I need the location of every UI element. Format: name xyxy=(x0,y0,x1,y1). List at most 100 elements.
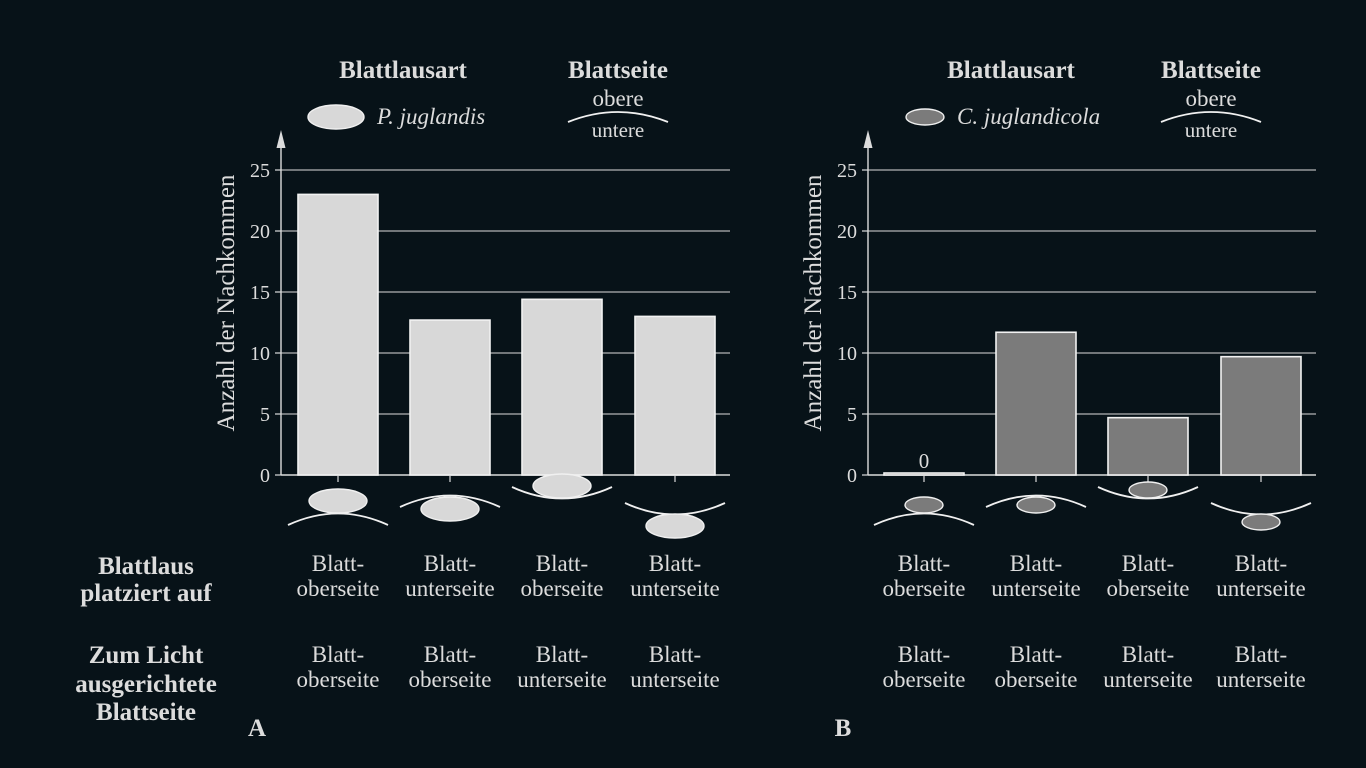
panel-b: 0 5 10 15 20 25 Anzahl der Nachkommen 0 Blattlau… xyxy=(800,57,1316,742)
legend-side-upper: obere xyxy=(1185,86,1236,111)
light-side-label-line-2: unterseite xyxy=(517,667,606,692)
y-tick-label: 15 xyxy=(250,282,270,304)
y-tick-label: 25 xyxy=(250,160,270,182)
placed-on-label-line-1: Blatt- xyxy=(424,551,476,576)
light-side-label-line-1: Blatt- xyxy=(1122,642,1174,667)
leaf-icon xyxy=(624,502,726,539)
placed-on-label-line-1: Blatt- xyxy=(1235,551,1287,576)
light-side-label-line-2: oberseite xyxy=(882,667,965,692)
aphid-icon xyxy=(420,496,480,522)
legend-species-header: Blattlausart xyxy=(339,57,467,84)
aphid-icon xyxy=(308,488,368,514)
leaf-icon xyxy=(1097,481,1199,500)
legend-side-header: Blattseite xyxy=(1161,57,1261,84)
light-side-label-line-1: Blatt- xyxy=(424,642,476,667)
light-side-label-line-1: Blatt- xyxy=(898,642,950,667)
y-tick-label: 20 xyxy=(837,221,857,243)
light-side-label-line-1: Blatt- xyxy=(649,642,701,667)
aphid-icon xyxy=(1241,513,1281,531)
light-side-label-line-2: oberseite xyxy=(408,667,491,692)
light-side-label-line-1: Blatt- xyxy=(1235,642,1287,667)
y-tick-label: 10 xyxy=(250,343,270,365)
legend-species-name: P. juglandis xyxy=(376,104,485,129)
legend-side-upper: obere xyxy=(592,86,643,111)
legend-species-header: Blattlausart xyxy=(947,57,1075,84)
placed-on-label-line-1: Blatt- xyxy=(1122,551,1174,576)
leaf-outline xyxy=(287,512,389,526)
leaf-icon xyxy=(1210,502,1312,531)
placed-on-label-line-2: oberseite xyxy=(296,576,379,601)
y-tick-label: 15 xyxy=(837,282,857,304)
panel-letter: A xyxy=(248,715,266,742)
row-label-placed-on-line-2: platziert auf xyxy=(80,580,212,607)
light-side-label-line-1: Blatt- xyxy=(312,642,364,667)
y-tick-label: 5 xyxy=(260,404,270,426)
placed-on-label-line-1: Blatt- xyxy=(898,551,950,576)
bar xyxy=(297,193,379,476)
bar xyxy=(521,298,603,476)
panel-a: 0 5 10 15 20 25 Anzahl der Nachkommen Blattlaus… xyxy=(213,57,730,742)
placed-on-label-line-2: unterseite xyxy=(630,576,719,601)
legend-species-name: C. juglandicola xyxy=(957,104,1100,129)
y-tick-label: 0 xyxy=(847,465,857,487)
leaf-icon xyxy=(399,494,501,522)
leaf-outline xyxy=(399,494,501,508)
legend-leaf-icon xyxy=(1160,111,1262,123)
light-side-label-line-2: unterseite xyxy=(630,667,719,692)
bar xyxy=(995,331,1077,476)
leaf-outline xyxy=(624,502,726,516)
panel-letter: B xyxy=(835,715,852,742)
legend-leaf-icon xyxy=(567,111,669,123)
placed-on-label-line-1: Blatt- xyxy=(649,551,701,576)
leaf-icon xyxy=(985,494,1087,514)
bar xyxy=(409,319,491,476)
aphid-icon xyxy=(1016,496,1056,514)
light-side-label-line-2: oberseite xyxy=(994,667,1077,692)
placed-on-label-line-2: unterseite xyxy=(405,576,494,601)
placed-on-label-line-2: oberseite xyxy=(1106,576,1189,601)
placed-on-label-line-2: oberseite xyxy=(520,576,603,601)
bar xyxy=(883,472,965,476)
y-axis-arrow-icon xyxy=(863,130,873,148)
placed-on-label-line-1: Blatt- xyxy=(536,551,588,576)
legend-aphid-icon xyxy=(905,108,945,126)
y-tick-label: 5 xyxy=(847,404,857,426)
y-axis-arrow-icon xyxy=(276,130,286,148)
row-label-placed-on: Blattlaus platziert auf xyxy=(80,553,212,607)
leaf-icon xyxy=(873,496,975,526)
placed-on-label-line-1: Blatt- xyxy=(312,551,364,576)
leaf-outline xyxy=(873,512,975,526)
leaf-icon xyxy=(511,473,613,500)
bar xyxy=(1220,355,1302,476)
row-label-placed-on-line-1: Blattlaus xyxy=(98,553,194,580)
light-side-label-line-2: oberseite xyxy=(296,667,379,692)
y-axis-label: Anzahl der Nachkommen xyxy=(213,174,240,431)
light-side-label-line-1: Blatt- xyxy=(1010,642,1062,667)
data-label: 0 xyxy=(919,449,930,473)
y-axis-label: Anzahl der Nachkommen xyxy=(800,174,827,431)
aphid-icon xyxy=(904,496,944,514)
bar xyxy=(634,315,716,476)
leaf-icon xyxy=(287,488,389,526)
placed-on-label-line-2: oberseite xyxy=(882,576,965,601)
light-side-label-line-2: unterseite xyxy=(1216,667,1305,692)
legend-side-header: Blattseite xyxy=(568,57,668,84)
y-tick-label: 20 xyxy=(250,221,270,243)
bar xyxy=(1107,416,1189,476)
leaf-outline xyxy=(1210,502,1312,516)
leaf-outline xyxy=(985,494,1087,508)
aphid-icon xyxy=(1128,481,1168,499)
placed-on-label-line-2: unterseite xyxy=(1216,576,1305,601)
row-label-light-side-line-2: ausgerichtete xyxy=(75,671,217,698)
legend-aphid-icon xyxy=(307,104,365,130)
aphid-icon xyxy=(645,513,705,539)
y-tick-label: 10 xyxy=(837,343,857,365)
row-label-light-side-line-1: Zum Licht xyxy=(89,642,204,669)
light-side-label-line-2: unterseite xyxy=(1103,667,1192,692)
y-tick-label: 25 xyxy=(837,160,857,182)
placed-on-label-line-2: unterseite xyxy=(991,576,1080,601)
legend-side-lower: untere xyxy=(592,118,644,142)
row-label-light-side: Zum Licht ausgerichtete Blattseite xyxy=(75,642,217,726)
y-tick-label: 0 xyxy=(260,465,270,487)
